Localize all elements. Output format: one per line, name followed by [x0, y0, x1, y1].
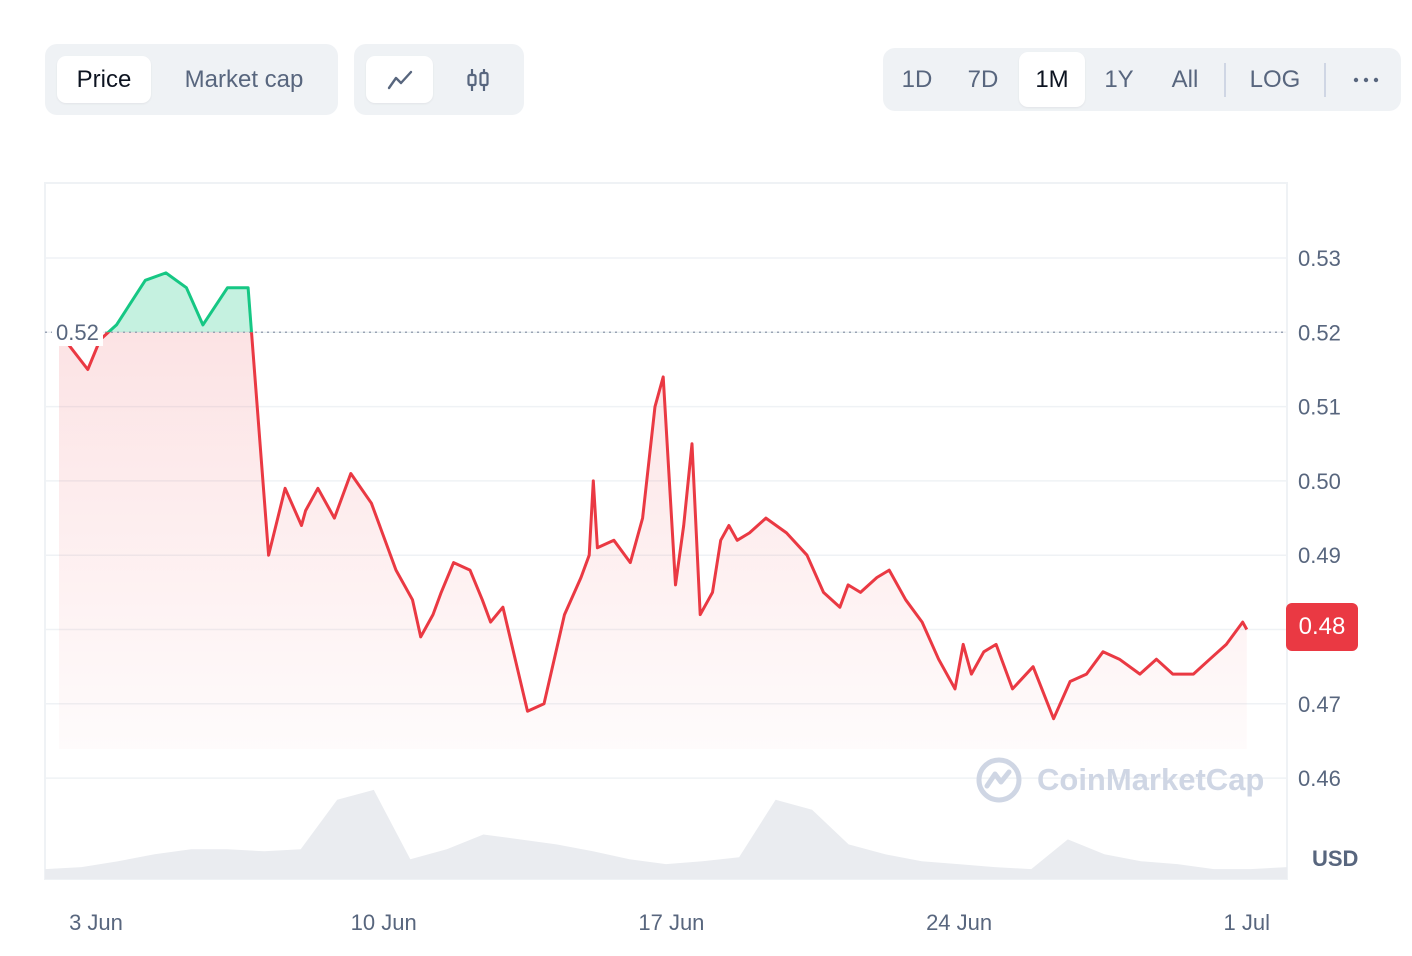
gain-area	[108, 272, 252, 333]
range-1m[interactable]: 1M	[1019, 52, 1085, 107]
tab-price-label: Price	[76, 65, 132, 93]
x-tick-label: 10 Jun	[351, 910, 417, 935]
x-axis: 3 Jun 10 Jun 17 Jun 24 Jun 1 Jul	[69, 910, 1270, 935]
y-tick-label: 0.50	[1298, 469, 1341, 494]
candlestick-button[interactable]	[444, 56, 511, 103]
more-horizontal-icon	[1353, 77, 1379, 82]
x-tick-label: 1 Jul	[1224, 910, 1270, 935]
range-7d-label: 7D	[967, 65, 999, 93]
y-axis: 0.460.470.480.490.500.510.520.53	[1298, 246, 1341, 791]
y-tick-label: 0.47	[1298, 692, 1341, 717]
y-tick-label: 0.51	[1298, 395, 1341, 420]
tab-market-cap-label: Market cap	[184, 65, 304, 93]
range-1m-label: 1M	[1035, 65, 1069, 93]
range-divider	[1224, 63, 1226, 97]
chart-type-group	[354, 44, 524, 115]
loss-area	[59, 332, 1247, 749]
currency-label: USD	[1312, 846, 1359, 871]
x-tick-label: 17 Jun	[638, 910, 704, 935]
metric-tab-group: Price Market cap	[45, 44, 338, 115]
range-group: 1D 7D 1M 1Y All LOG	[883, 48, 1401, 111]
more-options-button[interactable]	[1337, 52, 1395, 107]
range-7d[interactable]: 7D	[953, 52, 1013, 107]
range-1y-label: 1Y	[1104, 65, 1134, 93]
y-tick-label: 0.52	[1298, 320, 1341, 345]
watermark-text: CoinMarketCap	[1037, 762, 1265, 797]
x-tick-label: 24 Jun	[926, 910, 992, 935]
y-tick-label: 0.49	[1298, 543, 1341, 568]
volume-area	[45, 789, 1287, 879]
coinmarketcap-logo-icon	[976, 757, 1022, 803]
y-tick-label: 0.53	[1298, 246, 1341, 271]
last-price-badge: 0.48	[1286, 603, 1358, 651]
y-tick-label: 0.46	[1298, 766, 1341, 791]
range-all-label: All	[1171, 65, 1199, 93]
line-chart-button[interactable]	[366, 56, 433, 103]
line-chart-icon	[387, 70, 412, 89]
reference-value-label: 0.52	[52, 320, 103, 346]
log-scale-label: LOG	[1249, 65, 1301, 93]
log-scale-toggle[interactable]: LOG	[1237, 52, 1313, 107]
price-line-down	[57, 332, 1249, 721]
range-all[interactable]: All	[1155, 52, 1215, 107]
range-1d[interactable]: 1D	[887, 52, 947, 107]
tab-market-cap[interactable]: Market cap	[165, 56, 323, 103]
tab-price[interactable]: Price	[57, 56, 151, 103]
candlestick-icon	[466, 68, 489, 91]
watermark: CoinMarketCap	[975, 756, 1264, 804]
x-tick-label: 3 Jun	[69, 910, 123, 935]
range-1y[interactable]: 1Y	[1089, 52, 1149, 107]
more-divider	[1324, 63, 1326, 97]
range-1d-label: 1D	[901, 65, 933, 93]
